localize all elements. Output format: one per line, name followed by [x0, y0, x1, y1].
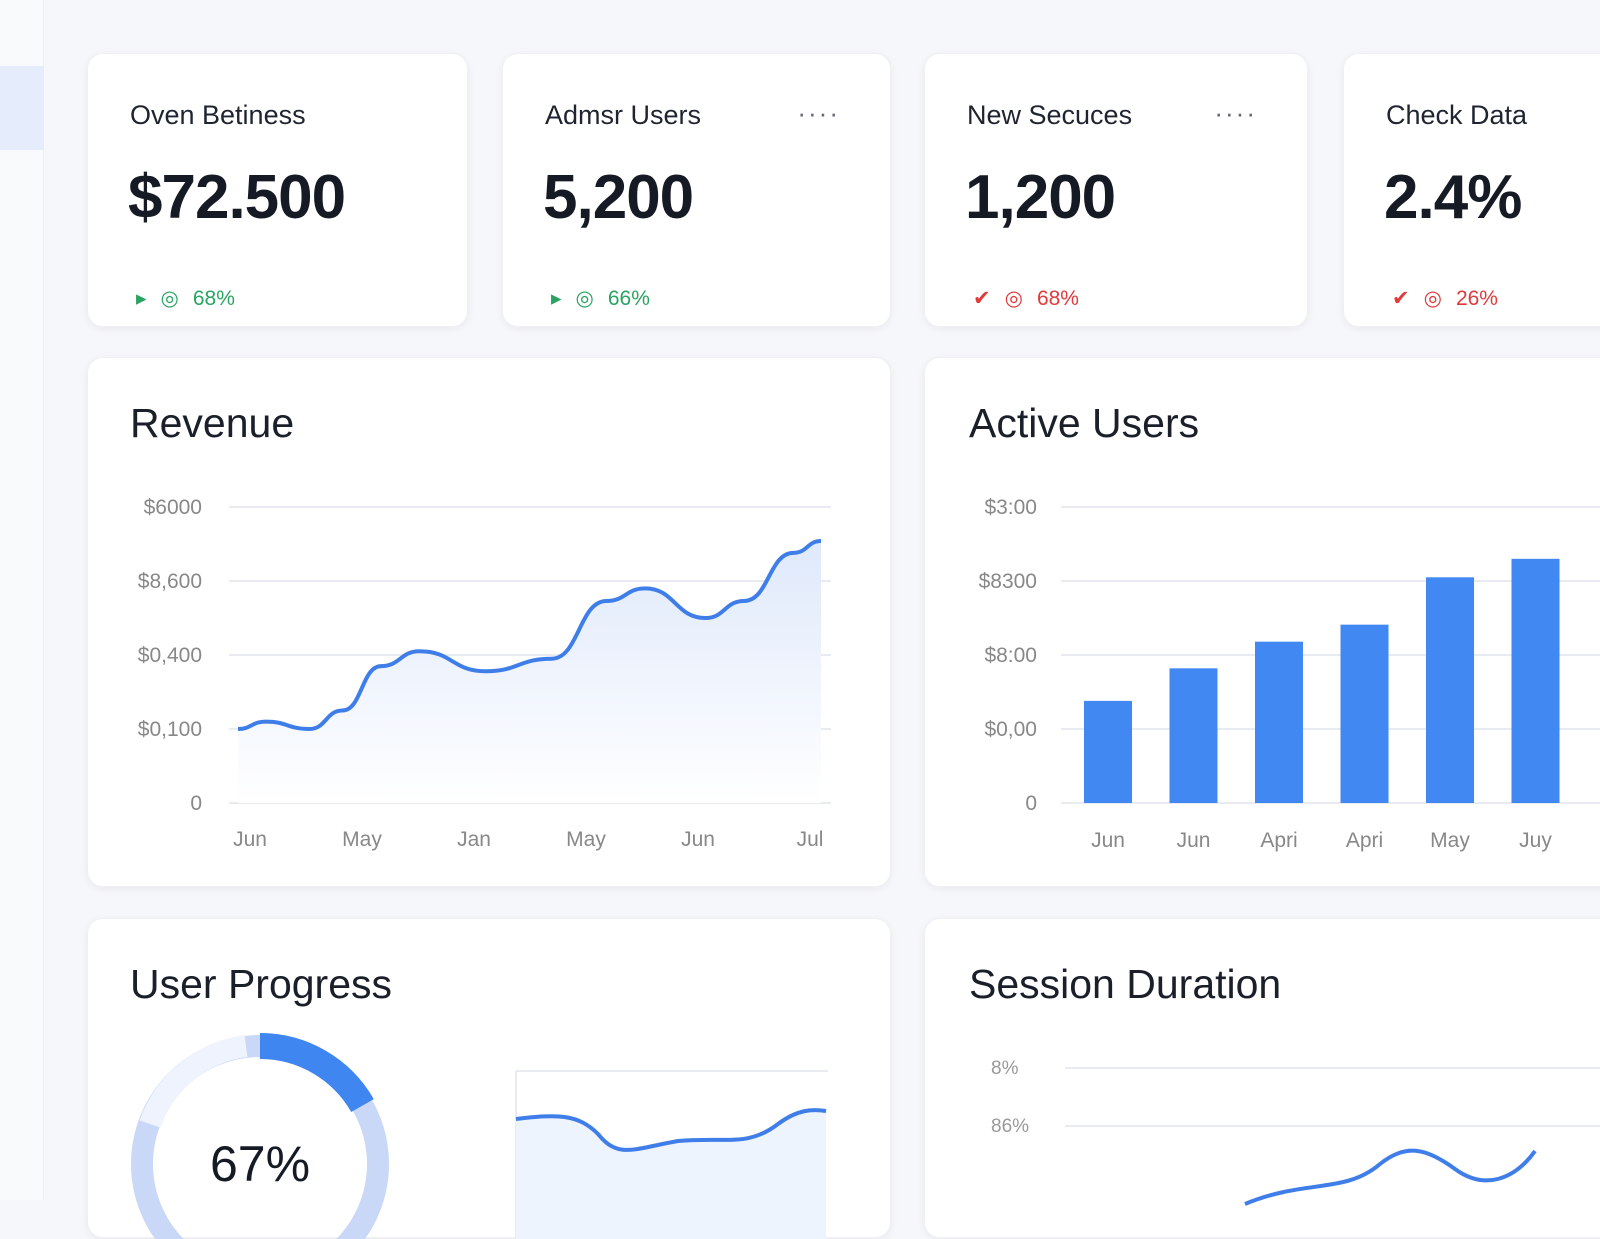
stat-value: 5,200	[543, 163, 694, 232]
bar	[1255, 641, 1303, 803]
trend-icon: ▸	[551, 287, 562, 310]
user-progress-title: User Progress	[130, 961, 393, 1007]
bar	[1426, 577, 1474, 803]
more-menu-button[interactable]: ····	[797, 98, 840, 128]
trend-icon: ✔	[973, 287, 991, 310]
user-progress-card: User Progress 67%	[87, 918, 891, 1239]
stat-title: Oven Betiness	[130, 100, 306, 130]
badge-icon: ◎	[575, 287, 594, 310]
stat-title: Check Data	[1386, 100, 1528, 130]
y-tick: 0	[190, 792, 202, 815]
y-tick: $6000	[144, 496, 202, 519]
badge-icon: ◎	[1423, 287, 1442, 310]
y-tick: $0,00	[984, 718, 1037, 741]
trend-icon: ✔	[1392, 287, 1410, 310]
revenue-card: Revenue 0 $0,100 $0,400 $8,600 $6000 Jun May Ja…	[87, 357, 891, 887]
stat-value: 1,200	[965, 163, 1116, 232]
x-tick: Jun	[1177, 829, 1211, 852]
donut-progress-arc	[259, 1033, 374, 1113]
donut-label: 67%	[210, 1136, 310, 1192]
y-tick: $8300	[979, 570, 1037, 593]
active-users-card: Active Users 0 $0,00 $8:00 $8300 $3:00 Jun Jun…	[924, 357, 1600, 887]
stat-value: 2.4%	[1384, 163, 1522, 232]
stat-change: 26%	[1455, 286, 1498, 310]
mini-area	[516, 1110, 826, 1239]
y-tick: $3:00	[984, 496, 1037, 519]
stat-change: 68%	[1036, 286, 1079, 310]
x-tick: May	[342, 828, 382, 851]
x-tick: Jun	[233, 828, 267, 851]
active-users-title: Active Users	[969, 400, 1200, 446]
sidebar	[0, 0, 44, 1200]
session-line	[1244, 1148, 1537, 1206]
revenue-chart: 0 $0,100 $0,400 $8,600 $6000 Jun May Jan May Jun J…	[138, 496, 831, 851]
y-tick: 0	[1025, 792, 1037, 815]
trend-icon: ▸	[136, 287, 147, 310]
bar	[1084, 700, 1132, 803]
y-tick: 8%	[991, 1058, 1019, 1079]
badge-icon: ◎	[160, 287, 179, 310]
user-progress-chart: 67%	[131, 1033, 828, 1239]
active-users-chart: 0 $0,00 $8:00 $8300 $3:00 Jun Jun Apri Apri May Ju…	[979, 496, 1600, 852]
session-duration-card: Session Duration 8% 86%	[924, 918, 1600, 1238]
stat-title: Admsr Users	[545, 100, 702, 130]
stat-card: Admsr Users 5,200 ▸ ◎ 66% ····	[502, 53, 891, 327]
y-tick: 86%	[991, 1116, 1029, 1137]
revenue-line	[237, 539, 822, 732]
y-tick: $8,600	[138, 570, 202, 593]
sidebar-active-item[interactable]	[0, 66, 44, 150]
donut-light-segment	[139, 1035, 248, 1128]
x-tick: Apri	[1346, 829, 1383, 852]
y-tick: $8:00	[984, 644, 1037, 667]
stat-change: 66%	[607, 286, 650, 310]
x-tick: Jan	[457, 828, 491, 851]
more-menu-button[interactable]: ····	[1214, 98, 1257, 128]
x-tick: May	[566, 828, 606, 851]
stat-title: New Secuces	[967, 100, 1133, 130]
stat-card: Oven Betiness $72.500 ▸ ◎ 68%	[87, 53, 468, 327]
x-tick: Jun	[1091, 829, 1125, 852]
y-tick: $0,100	[138, 718, 202, 741]
stat-change: 68%	[192, 286, 235, 310]
bar	[1340, 624, 1389, 803]
x-tick: Juy	[1519, 829, 1552, 852]
x-tick: Apri	[1260, 829, 1297, 852]
revenue-area	[238, 541, 821, 803]
stat-card: New Secuces 1,200 ✔ ◎ 68% ····	[924, 53, 1308, 327]
revenue-title: Revenue	[130, 400, 295, 446]
x-tick: Jul	[797, 828, 824, 851]
y-tick: $0,400	[138, 644, 202, 667]
mini-line	[515, 1108, 827, 1152]
badge-icon: ◎	[1004, 287, 1023, 310]
session-duration-chart: 8% 86%	[991, 1058, 1600, 1206]
stat-card: Check Data 2.4% ✔ ◎ 26%	[1343, 53, 1600, 327]
stat-value: $72.500	[128, 163, 346, 232]
x-tick: May	[1430, 829, 1470, 852]
x-tick: Jun	[681, 828, 715, 851]
session-duration-title: Session Duration	[969, 961, 1282, 1007]
bar	[1511, 558, 1560, 803]
bar	[1169, 668, 1218, 803]
